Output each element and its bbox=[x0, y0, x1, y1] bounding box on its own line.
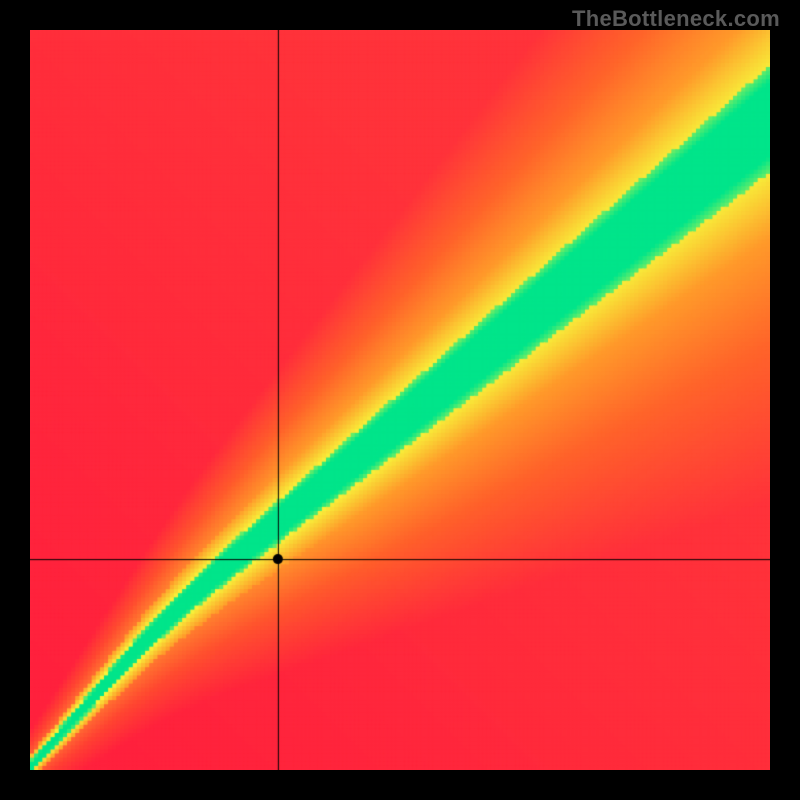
chart-container: TheBottleneck.com bbox=[0, 0, 800, 800]
watermark-text: TheBottleneck.com bbox=[572, 6, 780, 32]
plot-area bbox=[30, 30, 770, 770]
heatmap-canvas bbox=[30, 30, 770, 770]
